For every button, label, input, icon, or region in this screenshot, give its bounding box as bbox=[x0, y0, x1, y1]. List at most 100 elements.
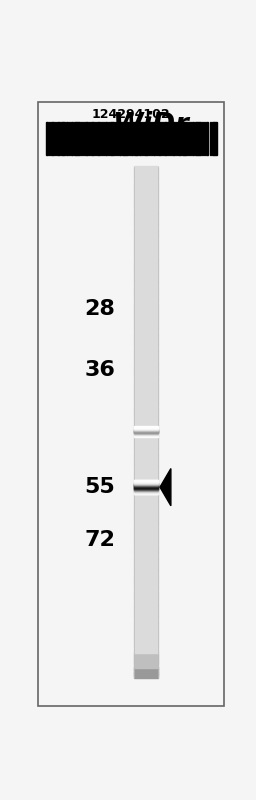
Text: WiDr: WiDr bbox=[112, 111, 188, 139]
Bar bbox=[134, 194, 158, 196]
Bar bbox=[134, 569, 158, 570]
Bar bbox=[134, 530, 158, 531]
Bar bbox=[117, 122, 118, 154]
Bar bbox=[134, 231, 158, 234]
Bar bbox=[134, 649, 158, 651]
Bar bbox=[134, 657, 158, 659]
Bar bbox=[134, 669, 158, 671]
Bar bbox=[134, 589, 158, 591]
Bar bbox=[134, 323, 158, 326]
Text: 72: 72 bbox=[84, 530, 115, 550]
Bar bbox=[134, 490, 158, 492]
Bar bbox=[134, 253, 158, 255]
Bar bbox=[134, 260, 158, 262]
Bar bbox=[115, 122, 116, 154]
Bar bbox=[134, 396, 158, 398]
Bar bbox=[134, 611, 158, 614]
Bar bbox=[134, 446, 158, 448]
Bar bbox=[134, 376, 158, 378]
Bar bbox=[134, 435, 158, 438]
Bar bbox=[134, 449, 158, 451]
Bar bbox=[134, 373, 158, 374]
Bar bbox=[134, 402, 158, 404]
Bar bbox=[134, 198, 158, 201]
Bar bbox=[197, 122, 201, 154]
Bar bbox=[134, 623, 158, 626]
Bar bbox=[134, 282, 158, 285]
Bar bbox=[134, 185, 158, 187]
Bar bbox=[134, 301, 158, 303]
Bar bbox=[134, 633, 158, 635]
Bar bbox=[61, 122, 63, 154]
Bar bbox=[134, 604, 158, 606]
Bar bbox=[134, 195, 158, 198]
Bar bbox=[134, 541, 158, 543]
Bar bbox=[134, 168, 158, 170]
Bar bbox=[134, 174, 158, 177]
Bar bbox=[134, 177, 158, 178]
Bar bbox=[134, 601, 158, 603]
Bar bbox=[134, 299, 158, 302]
Bar bbox=[134, 427, 158, 430]
Bar bbox=[134, 290, 158, 293]
Bar bbox=[134, 638, 158, 641]
Bar bbox=[134, 515, 158, 518]
Bar bbox=[134, 551, 158, 554]
Bar bbox=[134, 414, 158, 416]
Bar bbox=[134, 465, 158, 466]
Bar bbox=[134, 527, 158, 530]
Bar bbox=[134, 338, 158, 341]
Bar bbox=[57, 122, 60, 154]
Bar bbox=[134, 438, 158, 439]
Bar bbox=[134, 483, 158, 486]
Bar bbox=[134, 582, 158, 584]
Bar bbox=[134, 586, 158, 588]
Bar bbox=[134, 340, 158, 342]
Bar bbox=[134, 262, 158, 264]
Bar bbox=[134, 214, 158, 216]
Bar bbox=[134, 451, 158, 453]
Bar bbox=[134, 374, 158, 377]
Bar bbox=[134, 266, 158, 269]
Bar bbox=[134, 466, 158, 469]
Bar bbox=[134, 286, 158, 288]
Bar bbox=[134, 470, 158, 472]
Bar bbox=[134, 289, 158, 291]
Bar bbox=[66, 122, 68, 154]
Bar bbox=[134, 347, 158, 349]
Bar bbox=[134, 306, 158, 308]
Bar bbox=[134, 504, 158, 506]
Bar bbox=[103, 122, 104, 154]
Bar bbox=[134, 382, 158, 385]
Bar bbox=[134, 488, 158, 490]
Bar bbox=[134, 577, 158, 579]
Bar bbox=[134, 284, 158, 286]
Bar bbox=[178, 122, 181, 154]
Bar bbox=[192, 122, 194, 154]
Bar bbox=[134, 510, 158, 513]
Bar bbox=[134, 462, 158, 465]
Bar bbox=[134, 546, 158, 549]
Bar bbox=[134, 596, 158, 598]
Bar bbox=[134, 265, 158, 267]
Text: 28: 28 bbox=[84, 298, 115, 318]
Bar bbox=[134, 592, 158, 594]
Bar bbox=[134, 531, 158, 534]
Bar bbox=[182, 122, 184, 154]
Bar bbox=[134, 230, 158, 232]
Bar bbox=[134, 243, 158, 246]
Bar bbox=[134, 417, 158, 419]
Bar bbox=[134, 533, 158, 535]
Bar bbox=[134, 524, 158, 526]
Bar bbox=[134, 522, 158, 525]
Bar bbox=[134, 251, 158, 254]
Bar bbox=[134, 218, 158, 220]
Bar bbox=[134, 480, 158, 482]
Bar bbox=[74, 122, 76, 154]
Bar bbox=[134, 442, 158, 445]
Bar bbox=[134, 234, 158, 237]
Bar bbox=[151, 122, 152, 154]
Bar bbox=[134, 275, 158, 278]
Bar bbox=[162, 122, 163, 154]
Bar bbox=[134, 406, 158, 409]
